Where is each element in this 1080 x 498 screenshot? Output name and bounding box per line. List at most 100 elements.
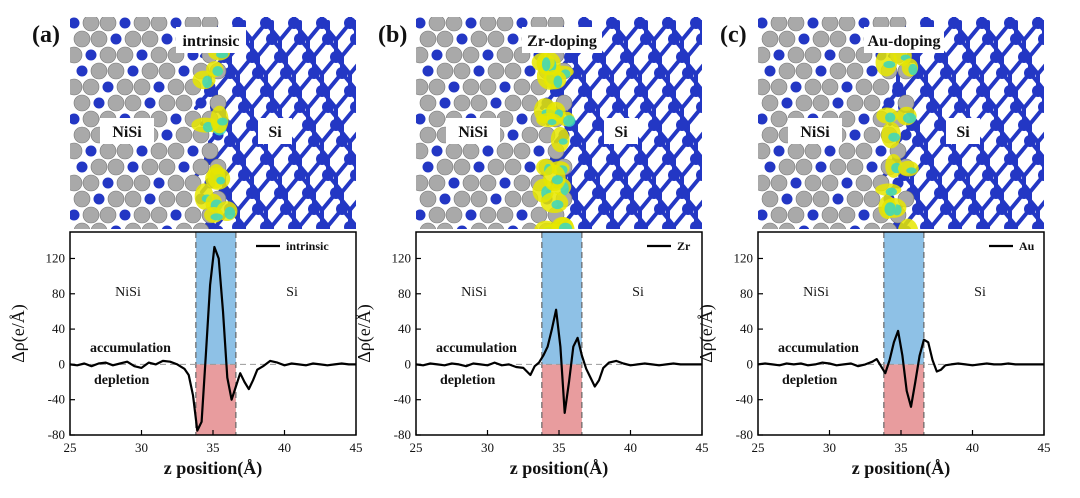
si-atom-nisi <box>482 145 494 157</box>
x-tick-label: 40 <box>966 440 979 455</box>
ni-atom <box>453 62 471 80</box>
structure-title-bg <box>864 27 944 53</box>
si-atom <box>238 101 250 113</box>
si-atom <box>308 135 320 147</box>
si-atom <box>926 169 938 181</box>
si-atom-nisi <box>875 145 887 157</box>
ni-atom <box>855 78 873 96</box>
iso-cyan <box>551 175 564 185</box>
panel-1: (a) intrinsic NiSi Si 25 30 35 40 45 -80 -40 0 40 80 1… <box>8 17 376 479</box>
ni-atom <box>812 190 830 208</box>
si-atom <box>976 221 988 229</box>
si-atom-nisi <box>524 161 536 173</box>
si-atom <box>578 153 590 165</box>
ni-atom <box>804 142 822 160</box>
ni-atom <box>513 142 531 160</box>
x-axis-label: z position(Å) <box>164 458 263 479</box>
si-atom <box>330 119 342 131</box>
si-atom-nisi <box>161 225 173 229</box>
ni-atom <box>787 206 805 224</box>
iso-cyan <box>558 222 573 229</box>
si-atom <box>1010 169 1022 181</box>
si-atom <box>578 17 590 29</box>
y-tick-label: 0 <box>59 356 66 371</box>
ni-atom <box>479 206 497 224</box>
si-atom <box>246 51 258 63</box>
structure-title: Au-doping <box>868 33 941 50</box>
si-atom <box>266 169 278 181</box>
si-atom <box>996 135 1008 147</box>
ni-atom <box>436 62 454 80</box>
si-atom <box>584 237 596 249</box>
iso-cyan <box>884 202 897 217</box>
si-atom <box>996 203 1008 215</box>
ni-atom <box>133 17 151 32</box>
si-atom <box>288 85 300 97</box>
ni-atom <box>761 222 779 229</box>
si-atom <box>634 153 646 165</box>
si-atom <box>350 33 356 45</box>
ni-atom <box>175 126 193 144</box>
si-atom-nisi <box>790 81 802 93</box>
ni-atom <box>758 46 771 64</box>
x-tick-label: 45 <box>350 440 363 455</box>
ni-atom <box>416 46 429 64</box>
si-atom <box>1046 51 1058 63</box>
si-atom <box>364 135 376 147</box>
si-atom <box>954 237 966 249</box>
si-atom <box>662 153 674 165</box>
si-atom-nisi <box>490 97 502 109</box>
accumulation-label: accumulation <box>778 341 859 356</box>
ni-atom <box>445 46 463 64</box>
ni-atom <box>821 78 839 96</box>
si-atom-nisi <box>136 49 148 61</box>
si-atom <box>934 119 946 131</box>
si-atom-nisi <box>807 209 819 221</box>
si-atom <box>322 169 334 181</box>
si-atom <box>238 237 250 249</box>
y-axis-label: Δρ(e/Å) <box>8 304 29 363</box>
ni-atom <box>513 174 531 192</box>
ni-atom <box>758 78 771 96</box>
ni-atom <box>496 206 514 224</box>
si-atom-nisi <box>858 113 870 125</box>
ni-atom <box>167 142 185 160</box>
si-atom <box>364 67 376 79</box>
ni-atom <box>428 78 446 96</box>
si-atom <box>668 101 680 113</box>
iso-cyan <box>883 60 896 69</box>
y-tick-label: -40 <box>48 392 65 407</box>
si-atom <box>920 153 932 165</box>
ni-atom <box>487 222 505 229</box>
ni-atom <box>787 17 805 32</box>
ni-atom <box>770 174 788 192</box>
si-atom <box>260 153 272 165</box>
ni-atom <box>829 222 847 229</box>
si-atom <box>1046 119 1058 131</box>
ni-atom <box>821 174 839 192</box>
y-tick-label: 0 <box>405 356 412 371</box>
si-atom-nisi <box>832 193 844 205</box>
si-atom <box>330 51 342 63</box>
si-atom-nisi <box>110 225 122 229</box>
si-atom <box>294 169 306 181</box>
si-atom-nisi <box>758 209 768 221</box>
ni-atom <box>82 174 100 192</box>
si-atom <box>704 51 716 63</box>
si-atom-nisi <box>815 65 827 77</box>
si-atom <box>584 169 596 181</box>
si-atom <box>266 101 278 113</box>
ni-atom <box>70 78 83 96</box>
si-atom <box>990 51 1002 63</box>
ni-atom <box>158 190 176 208</box>
x-tick-label: 35 <box>553 440 566 455</box>
si-atom-nisi <box>849 129 861 141</box>
legend-label: intrinsic <box>286 239 329 253</box>
si-atom <box>1052 135 1064 147</box>
ni-atom <box>487 30 505 48</box>
si-atom <box>358 187 370 199</box>
si-atom-nisi <box>798 33 810 45</box>
ni-atom <box>812 30 830 48</box>
ni-atom <box>846 62 864 80</box>
si-atom-nisi <box>849 33 861 45</box>
